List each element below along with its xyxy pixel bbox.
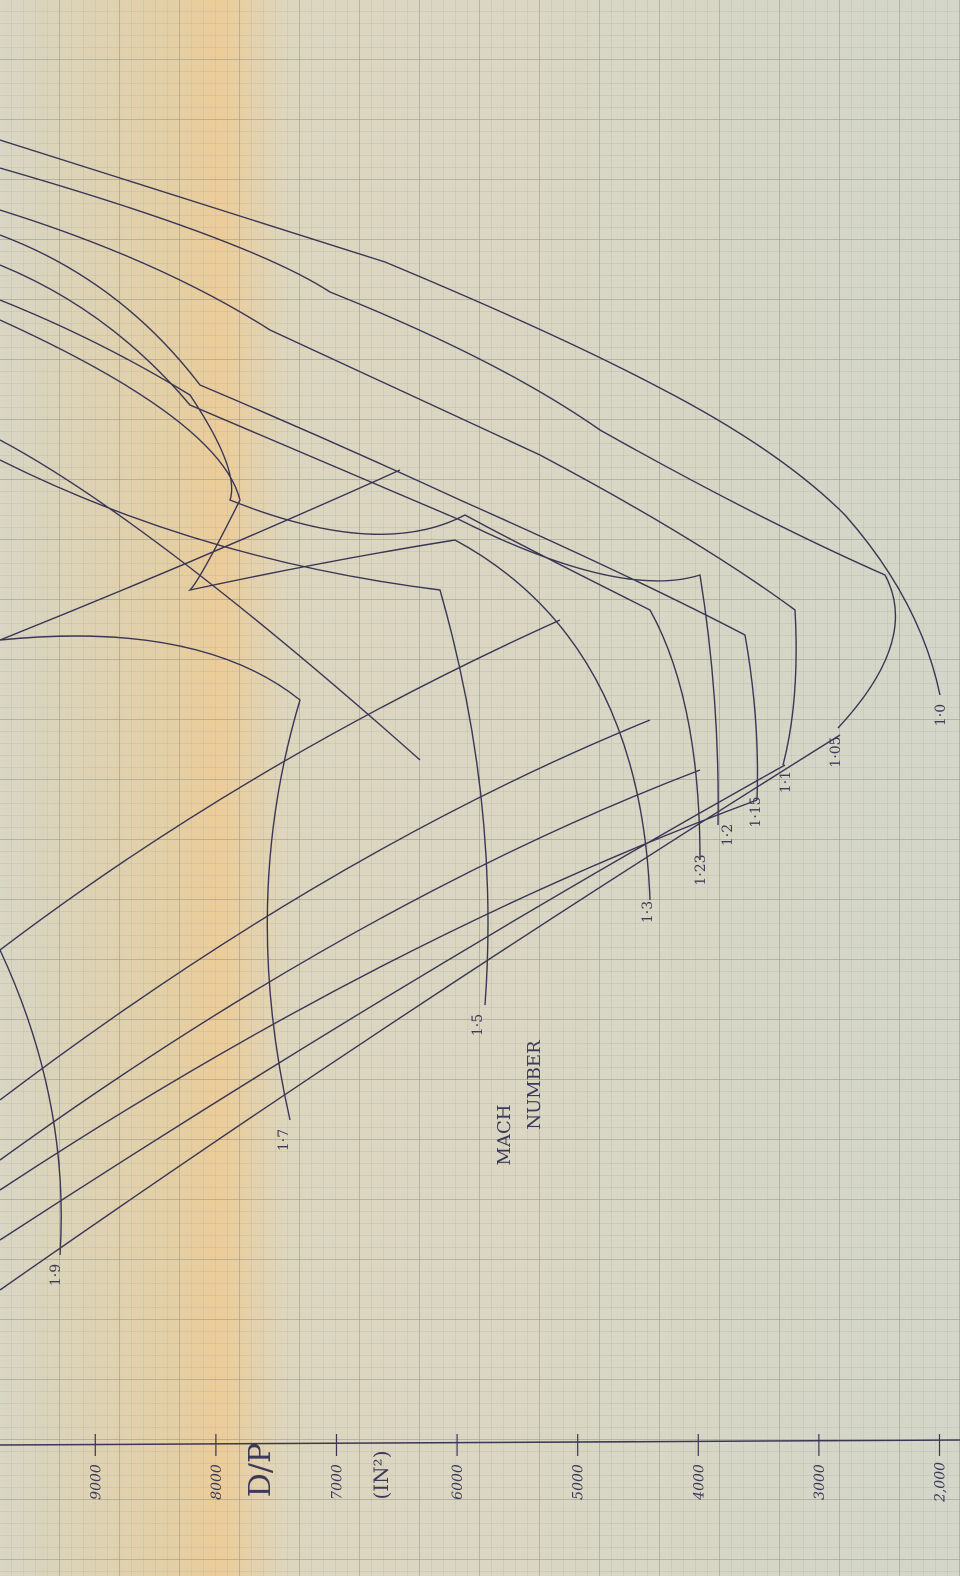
mach-label: 1·23 [693,854,709,885]
mach-label: 1·0 [933,704,949,726]
curves [0,139,941,1291]
tick-label: 3000 [812,1464,828,1500]
mach-label: 1·5 [470,1014,486,1036]
tick-label: 6000 [450,1464,466,1500]
mach-label: 1·1 [778,771,794,793]
axis-title: D/P [243,1443,278,1497]
tick-label: 5000 [571,1464,587,1500]
tick-label: 9000 [88,1464,104,1500]
tick-label: 8000 [209,1464,225,1500]
mach-label: 1·05 [828,736,844,767]
mach-title: NUMBER [524,1040,545,1130]
mach-label: 1·7 [276,1129,292,1151]
mach-label: 1·3 [640,901,656,923]
mach-title: MACH [494,1105,515,1166]
axis-line [0,1439,960,1446]
mach-label: 1·2 [720,824,736,846]
tick-label: 7000 [329,1464,345,1500]
mach-label: 1·15 [748,796,764,827]
tick-label: 2,000 [932,1462,948,1503]
axis-unit: (IN²) [369,1450,393,1499]
mach-label: 1·9 [48,1264,64,1286]
tick-label: 4000 [691,1464,707,1501]
